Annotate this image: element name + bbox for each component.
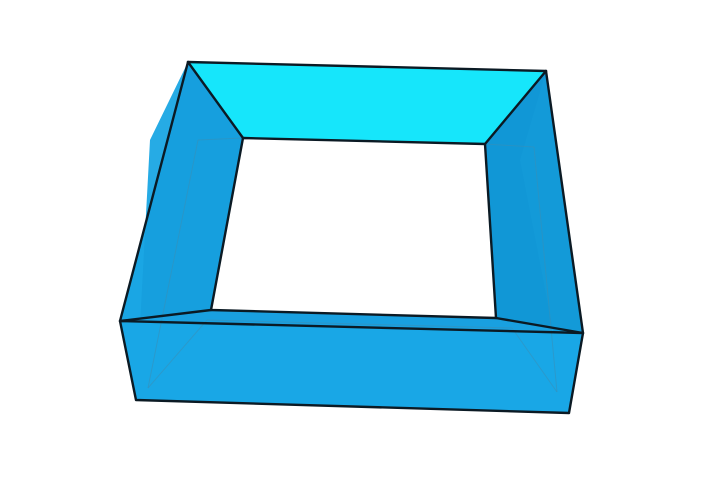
top-back-face (188, 62, 546, 144)
outer-left-face (120, 62, 188, 400)
hidden-edge (147, 139, 199, 389)
outer-right-face (520, 71, 583, 413)
hidden-edge (484, 143, 535, 148)
front-face (120, 321, 583, 413)
frame-outline (118, 60, 585, 415)
hidden-edge (533, 146, 558, 393)
hidden-edge (147, 319, 208, 389)
hidden-edge (197, 137, 244, 141)
left-inner-face (120, 62, 243, 321)
hidden-edge (206, 319, 513, 329)
hidden-edge (511, 327, 558, 393)
